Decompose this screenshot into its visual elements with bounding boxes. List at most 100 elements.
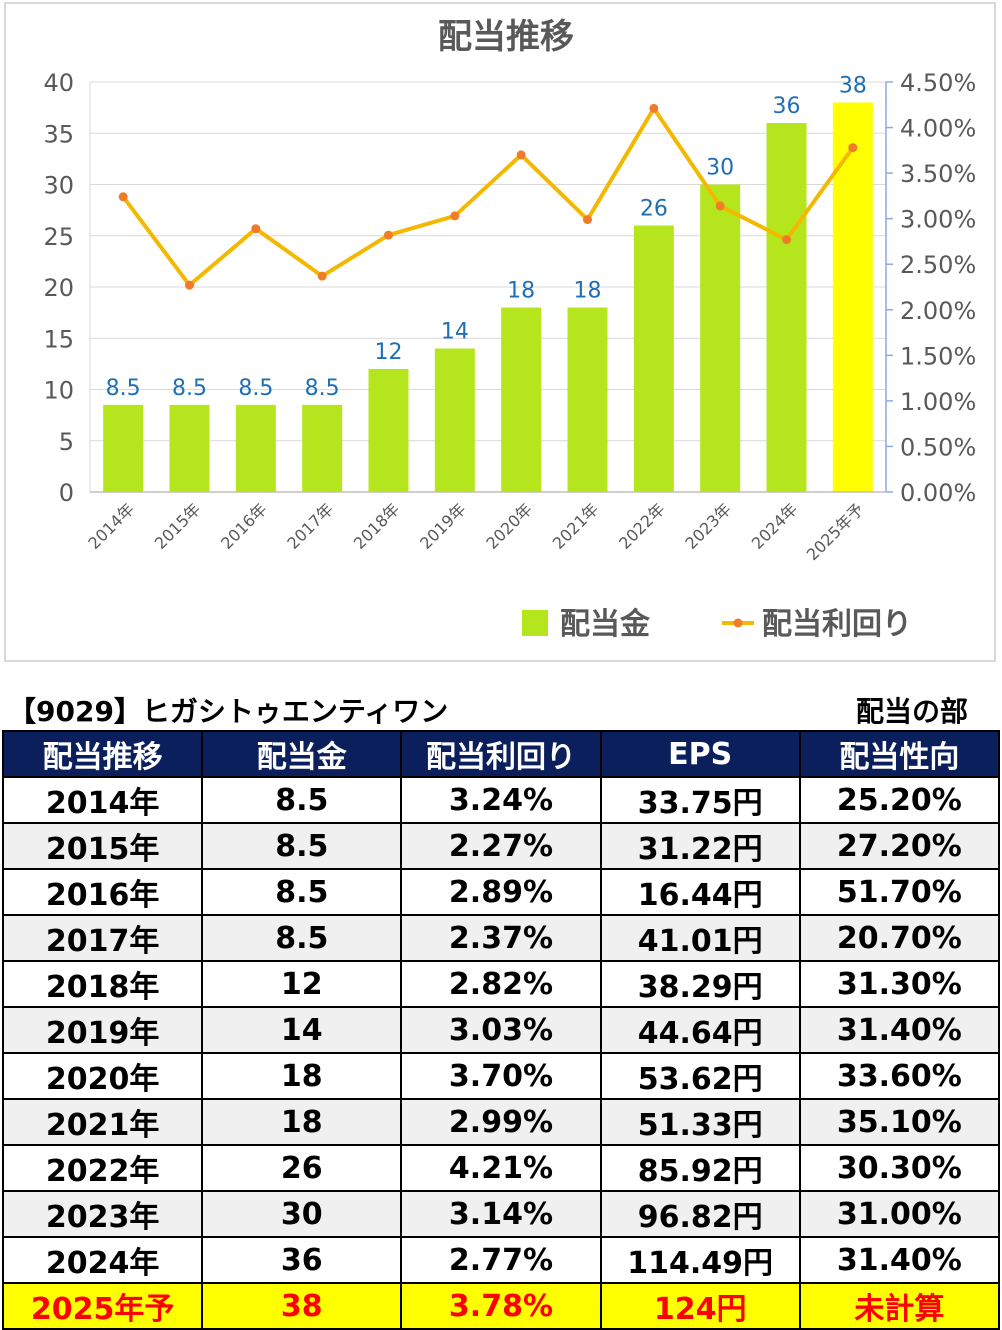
table-cell: 124円	[599, 1282, 801, 1330]
bar-2022年	[633, 225, 674, 492]
table-cell: 8.5	[201, 776, 403, 824]
table-row: 2020年 18 3.70% 53.62円 33.60%	[1, 1052, 1001, 1100]
header-cell: 配当性向	[798, 730, 1001, 778]
y-right-tick-label: 1.00%	[900, 388, 976, 416]
bar-data-label: 8.5	[172, 376, 207, 401]
bar-data-label: 26	[640, 197, 668, 222]
table-cell: 35.10%	[798, 1098, 1001, 1146]
x-tick-label: 2024年	[748, 499, 802, 553]
table-cell: 96.82円	[599, 1190, 801, 1238]
table-cell: 8.5	[201, 822, 403, 870]
y-right-tick-label: 2.00%	[900, 297, 976, 325]
dividend-chart: 配当推移 8.5 8.5 8.5 8.5 12 14 18 18 26 30 36 38 0 5 10 15…	[43, 17, 976, 642]
table-cell: 3.70%	[400, 1052, 602, 1100]
table-cell: 26	[201, 1144, 403, 1192]
y-left-tick-label: 25	[43, 223, 74, 251]
y-right-tick-label: 4.50%	[900, 69, 976, 97]
bar-series	[103, 102, 873, 492]
table-cell: 3.24%	[400, 776, 602, 824]
table-cell: 2021年	[1, 1098, 204, 1146]
bar-2018年	[368, 369, 409, 492]
table-row: 2023年 30 3.14% 96.82円 31.00%	[1, 1190, 1001, 1238]
table-cell: 36	[201, 1236, 403, 1284]
table-row: 2014年 8.5 3.24% 33.75円 25.20%	[1, 776, 1001, 824]
bar-data-label: 38	[839, 74, 867, 99]
bar-2015年	[169, 404, 210, 492]
table-row: 2019年 14 3.03% 44.64円 31.40%	[1, 1006, 1001, 1054]
bar-2014年	[103, 404, 144, 492]
table-cell: 2.99%	[400, 1098, 602, 1146]
table-cell: 30.30%	[798, 1144, 1001, 1192]
table-row: 2024年 36 2.77% 114.49円 31.40%	[1, 1236, 1001, 1284]
table-row: 2022年 26 4.21% 85.92円 30.30%	[1, 1144, 1001, 1192]
bar-2017年	[302, 404, 343, 492]
table-cell: 51.33円	[599, 1098, 801, 1146]
legend: 配当金 配当利回り	[522, 607, 912, 642]
table-cell: 2025年予	[1, 1282, 204, 1330]
table-cell: 8.5	[201, 868, 403, 916]
table-cell: 25.20%	[798, 776, 1001, 824]
bar-data-label: 18	[574, 279, 602, 304]
bar-data-label: 12	[375, 340, 403, 365]
yield-point-2021年	[583, 215, 592, 225]
table-header-row: 配当推移 配当金 配当利回り EPS 配当性向	[1, 730, 1001, 778]
table-cell: 18	[201, 1098, 403, 1146]
bar-data-label: 8.5	[305, 376, 340, 401]
y-right-tick-label: 4.00%	[900, 115, 976, 143]
dividend-table: 配当推移 配当金 配当利回り EPS 配当性向 2014年 8.5 3.24% 33.75円 2…	[1, 730, 1001, 1330]
table-row: 2018年 12 2.82% 38.29円 31.30%	[1, 960, 1001, 1008]
y-right-tick-label: 2.50%	[900, 251, 976, 279]
y-left-tick-label: 15	[43, 325, 74, 353]
chart-title: 配当推移	[438, 17, 574, 57]
table-cell: 2.37%	[400, 914, 602, 962]
bar-2016年	[235, 404, 276, 492]
table-cell: 2022年	[1, 1144, 204, 1192]
table-cell: 27.20%	[798, 822, 1001, 870]
x-tick-label: 2020年	[482, 499, 536, 553]
table-cell: 2015年	[1, 822, 204, 870]
header-cell: 配当推移	[1, 730, 204, 778]
x-tick-label: 2022年	[615, 499, 669, 553]
table-row: 2016年 8.5 2.89% 16.44円 51.70%	[1, 868, 1001, 916]
bar-2019年	[434, 348, 475, 492]
yield-point-2014年	[118, 192, 128, 202]
table-cell: 12	[201, 960, 403, 1008]
yield-line	[121, 106, 855, 288]
table-cell: 31.00%	[798, 1190, 1001, 1238]
bar-data-label: 8.5	[238, 376, 273, 401]
table-cell: 20.70%	[798, 914, 1001, 962]
yield-point-2017年	[317, 271, 327, 281]
x-tick-label: 2015年	[151, 499, 205, 553]
section-title: 配当の部	[855, 695, 968, 728]
data-labels: 8.5 8.5 8.5 8.5 12 14 18 18 26 30 36 38	[106, 74, 867, 401]
table-cell: 2023年	[1, 1190, 204, 1238]
table-cell: 未計算	[798, 1282, 1001, 1330]
table-body: 2014年 8.5 3.24% 33.75円 25.20% 2015年 8.5 2.27% 31…	[1, 776, 1001, 1330]
y-right-tick-label: 0.50%	[900, 433, 976, 461]
table-cell: 38.29円	[599, 960, 801, 1008]
yield-point-2025年予	[848, 143, 858, 153]
table-cell: 33.60%	[798, 1052, 1001, 1100]
y-right-tick-label: 3.00%	[900, 206, 976, 234]
table-cell: 53.62円	[599, 1052, 801, 1100]
table-row: 2025年予 38 3.78% 124円 未計算	[1, 1282, 1001, 1330]
y-left-tick-label: 0	[59, 479, 74, 507]
table-cell: 8.5	[201, 914, 403, 962]
table-cell: 30	[201, 1190, 403, 1238]
x-tick-label: 2016年	[217, 499, 271, 553]
legend-label-line: 配当利回り	[762, 607, 912, 642]
yield-point-2018年	[384, 230, 393, 240]
x-tick-label: 2018年	[350, 499, 404, 553]
bar-data-label: 8.5	[106, 376, 141, 401]
table-cell: 2.77%	[400, 1236, 602, 1284]
table-cell: 31.40%	[798, 1006, 1001, 1054]
x-tick-label: 2025年予	[803, 499, 868, 564]
y-left-tick-label: 40	[43, 69, 74, 97]
table-cell: 2014年	[1, 776, 204, 824]
table-cell: 2.89%	[400, 868, 602, 916]
header-cell: 配当金	[201, 730, 403, 778]
y-right-tick-label: 3.50%	[900, 160, 976, 188]
table-cell: 44.64円	[599, 1006, 801, 1054]
yield-point-2024年	[782, 235, 791, 245]
table-cell: 3.78%	[400, 1282, 602, 1330]
